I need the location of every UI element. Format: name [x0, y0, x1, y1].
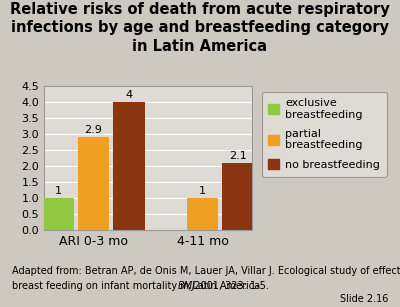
Bar [78, 137, 109, 230]
Text: , 2001, 323: 1-5.: , 2001, 323: 1-5. [188, 281, 269, 291]
Legend: exclusive
breastfeeding, partial
breastfeeding, no breastfeeding: exclusive breastfeeding, partial breastf… [262, 91, 386, 177]
Text: 1: 1 [199, 186, 206, 196]
Text: Slide 2.16: Slide 2.16 [340, 294, 388, 304]
Bar [114, 102, 145, 230]
Text: breast feeding on infant mortality in Latin America.: breast feeding on infant mortality in La… [12, 281, 266, 291]
Text: 1: 1 [54, 186, 61, 196]
Text: 4: 4 [126, 90, 133, 100]
Bar [187, 198, 218, 230]
Bar [42, 198, 74, 230]
Text: BMJ: BMJ [178, 281, 196, 291]
Text: Relative risks of death from acute respiratory
infections by age and breastfeedi: Relative risks of death from acute respi… [10, 2, 390, 54]
Bar [222, 163, 254, 230]
Text: Adapted from: Betran AP, de Onis M, Lauer JA, Villar J. Ecological study of effe: Adapted from: Betran AP, de Onis M, Laue… [12, 266, 400, 276]
Text: 2.1: 2.1 [229, 151, 247, 161]
Text: 2.9: 2.9 [84, 125, 102, 135]
